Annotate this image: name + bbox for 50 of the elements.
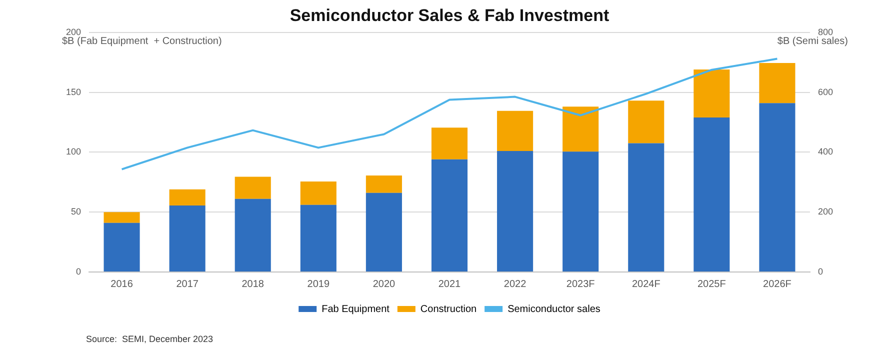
x-tick-label: 2024F [632,278,660,290]
bar [366,192,402,272]
bar [234,176,271,199]
x-tick-label: 2019 [307,278,330,290]
y-tick-label: 50 [71,206,82,217]
bar [694,70,730,118]
x-tick-label: 2022 [504,278,527,290]
y-tick-label: 100 [66,146,82,157]
bar [562,152,599,272]
y-tick-label: 0 [76,266,82,276]
x-tick-label: 2021 [438,278,462,290]
bar [300,204,336,272]
bar [759,62,796,104]
legend-label: Semiconductor sales [508,304,600,315]
bar [300,182,336,205]
y2-tick-label: 200 [818,206,834,217]
bar [169,189,206,206]
bar [431,159,468,272]
x-tick-label: 2025F [697,278,726,290]
bar [104,212,140,223]
legend-label: Construction [420,304,477,315]
x-tick-label: 2017 [176,278,199,290]
bar [497,151,534,272]
y-axis-title: $B (Fab Equipment + Construction) [62,36,222,47]
y2-tick-label: 800 [818,26,834,37]
bar [628,143,664,272]
x-tick-label: 2023F [566,278,595,290]
y2-tick-label: 600 [818,86,834,97]
y2-tick-label: 400 [818,146,834,157]
bar [759,103,796,272]
bar [431,128,468,160]
bar [366,176,402,193]
chart-title: Semiconductor Sales & Fab Investment [290,6,610,25]
bar [694,117,730,272]
source-note: Source: SEMI, December 2023 [86,334,214,344]
x-tick-label: 2026F [763,278,792,290]
bar [497,110,534,151]
y2-tick-label: 0 [818,266,823,276]
x-tick-label: 2016 [110,278,134,290]
y-tick-label: 150 [66,86,82,97]
bar [562,106,599,152]
bar [234,198,271,272]
y-tick-label: 200 [66,26,82,37]
x-tick-label: 2020 [372,278,396,290]
y2-axis-title: $B (Semi sales) [777,36,848,47]
bar [104,222,140,272]
legend-label: Fab Equipment [322,304,390,315]
bar [169,206,206,272]
x-tick-label: 2018 [242,278,264,290]
bar [628,100,664,144]
